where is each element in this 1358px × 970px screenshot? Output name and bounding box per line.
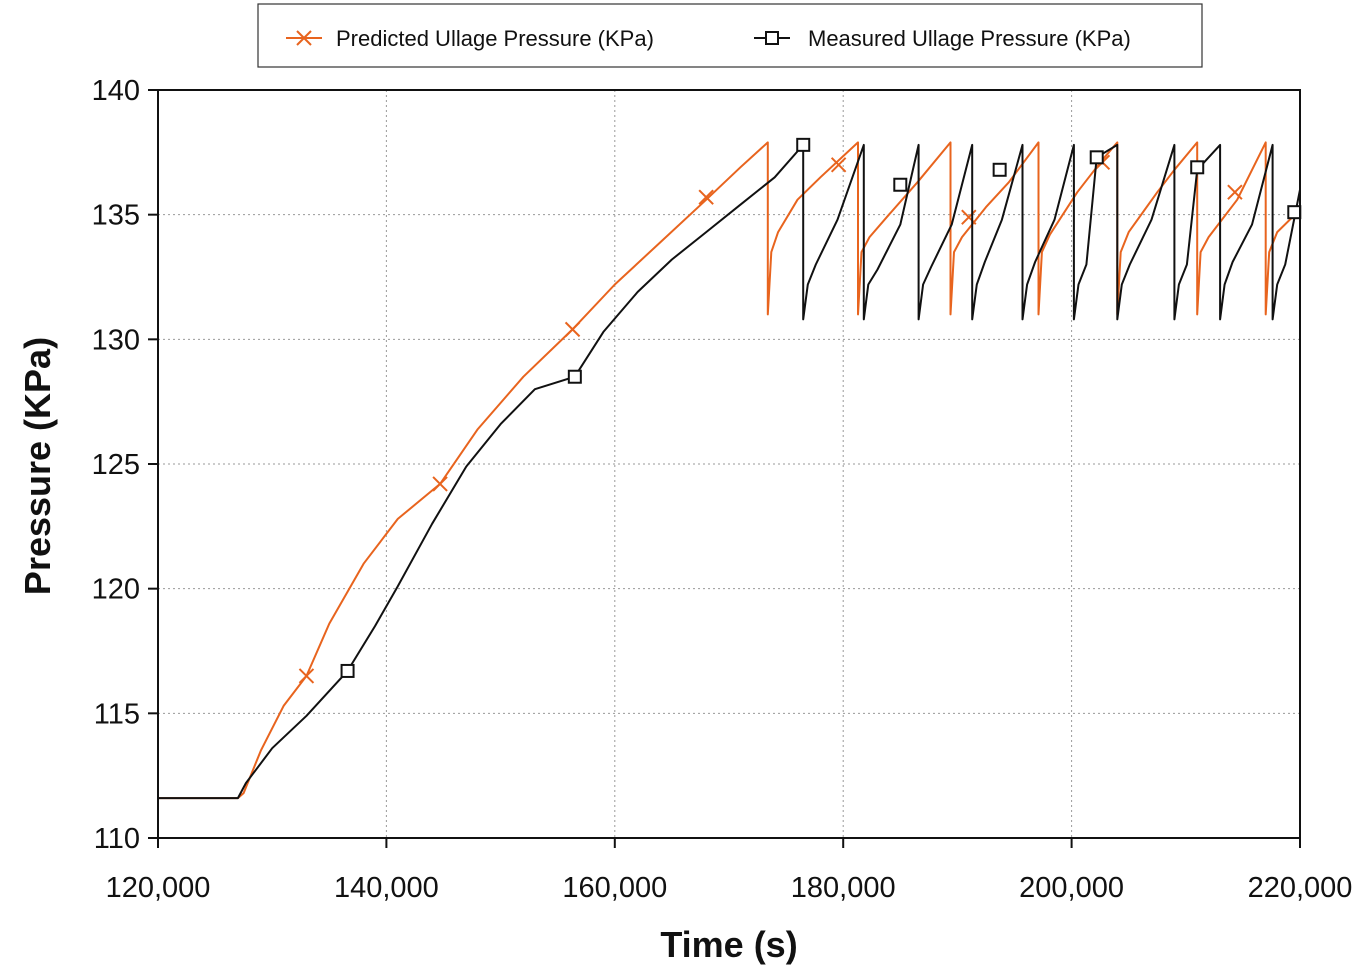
grid	[158, 90, 1300, 838]
x-marker-stroke	[698, 189, 714, 205]
x-axis-title: Time (s)	[660, 924, 797, 965]
data-point-predicted	[298, 668, 315, 684]
data-point-predicted	[830, 157, 847, 173]
x-tick-label: 200,000	[1019, 872, 1124, 904]
series-line-measured	[158, 143, 1301, 800]
x-tick-label: 180,000	[791, 872, 896, 904]
legend-symbol-measured	[754, 31, 790, 45]
legend-box	[257, 3, 1203, 68]
data-point-measured	[1089, 150, 1104, 165]
x-marker-stroke	[564, 321, 581, 338]
data-point-measured	[1287, 205, 1302, 220]
legend-label-measured: Measured Ullage Pressure (KPa)	[808, 26, 1131, 51]
y-tick-label: 125	[92, 449, 140, 481]
x-marker-stroke	[961, 209, 977, 225]
x-marker-stroke	[298, 668, 315, 684]
series-layer	[158, 137, 1302, 800]
data-point-measured	[893, 177, 908, 192]
y-tick-label: 115	[94, 698, 140, 730]
x-tick-label: 220,000	[1248, 872, 1353, 904]
legend: Predicted Ullage Pressure (KPa) Measured…	[257, 3, 1203, 68]
y-tick-label: 140	[92, 75, 140, 107]
x-marker-stroke	[432, 476, 448, 492]
data-point-predicted	[432, 476, 448, 492]
data-point-predicted	[698, 189, 714, 205]
legend-marker-predicted	[296, 30, 312, 46]
y-tick-label: 130	[92, 324, 140, 356]
y-tick-label: 110	[94, 823, 140, 855]
legend-marker-measured	[765, 31, 779, 45]
legend-label-predicted: Predicted Ullage Pressure (KPa)	[336, 26, 654, 51]
data-point-predicted	[961, 209, 977, 225]
y-tick-label: 135	[92, 200, 140, 232]
y-axis-title: Pressure (KPa)	[17, 337, 58, 595]
data-point-measured	[340, 663, 355, 678]
data-point-measured	[992, 162, 1007, 177]
x-tick-label: 120,000	[106, 872, 211, 904]
data-point-measured	[796, 137, 811, 152]
legend-symbol-predicted	[286, 30, 322, 46]
x-marker-stroke	[296, 30, 312, 46]
x-marker-stroke	[830, 157, 847, 173]
x-tick-label: 140,000	[334, 872, 439, 904]
data-point-measured	[567, 369, 582, 384]
axes: 120,000 140,000 160,000 180,000 200,000 220,0…	[92, 75, 1353, 904]
data-point-predicted	[564, 321, 581, 338]
data-point-predicted	[1227, 184, 1243, 200]
series-line-predicted	[158, 141, 1301, 800]
x-marker-stroke	[1227, 184, 1243, 200]
y-tick-label: 120	[92, 574, 140, 606]
x-tick-label: 160,000	[562, 872, 667, 904]
data-point-measured	[1190, 160, 1205, 175]
